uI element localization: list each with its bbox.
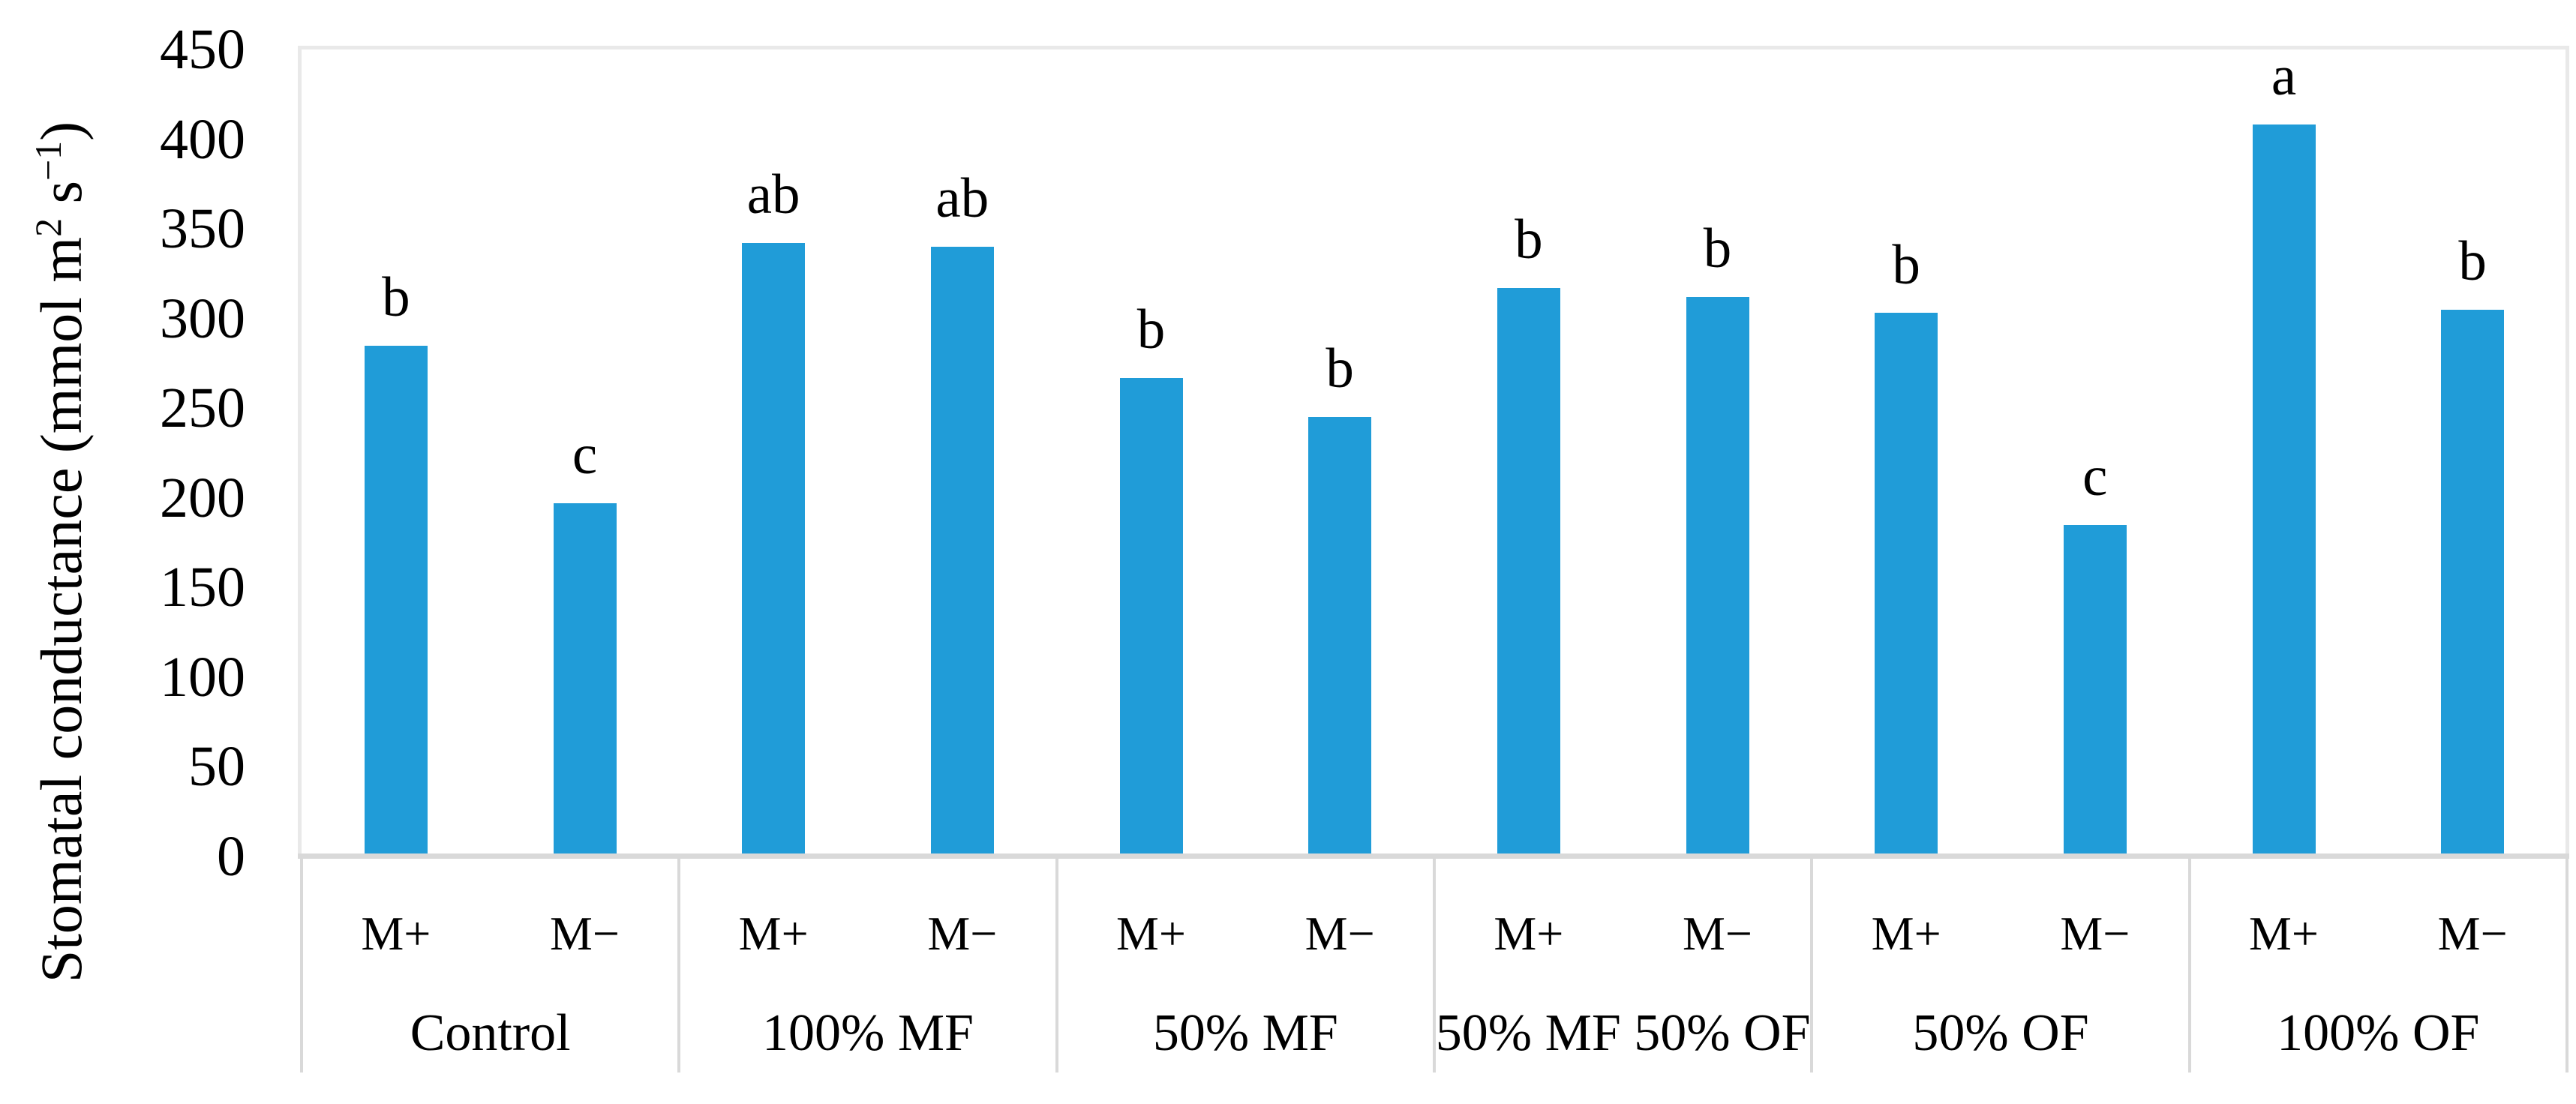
bar	[2063, 524, 2127, 856]
bar	[2252, 124, 2316, 856]
category-label: M+	[738, 907, 809, 960]
group-separator	[2187, 859, 2191, 1072]
significance-letter: b	[2458, 230, 2487, 292]
significance-letter: b	[1136, 298, 1166, 361]
significance-letter: b	[1703, 217, 1732, 280]
significance-letter: b	[1892, 233, 1920, 296]
y-axis-tick-label: 300	[160, 286, 245, 350]
group-label: Control	[410, 1004, 571, 1062]
y-axis-tick-label: 150	[160, 556, 245, 620]
category-label: M+	[1116, 907, 1186, 960]
group-label: 50% MF 50% OF	[1435, 1004, 1811, 1062]
significance-letter: a	[2271, 45, 2297, 108]
category-label: M−	[2060, 907, 2130, 960]
plot-area	[298, 46, 2569, 856]
y-axis-tick-label: 50	[188, 735, 245, 799]
group-separator	[1810, 859, 1814, 1072]
category-label: M+	[1494, 907, 1564, 960]
category-label: M−	[550, 907, 620, 960]
y-axis-tick-label: 0	[217, 825, 245, 888]
group-separator	[1055, 859, 1058, 1072]
group-label: 50% MF	[1152, 1004, 1338, 1062]
y-axis-tick-label: 400	[160, 107, 245, 171]
category-label: M−	[927, 907, 998, 960]
category-label: M−	[1683, 907, 1752, 960]
significance-letter: b	[1326, 338, 1354, 400]
bar	[930, 247, 994, 856]
bar	[1686, 296, 1749, 856]
category-label: M+	[2249, 907, 2319, 960]
x-axis-line	[298, 854, 2569, 859]
significance-letter: b	[1515, 208, 1543, 272]
significance-letter: c	[572, 423, 598, 486]
category-label: M+	[1871, 907, 1941, 960]
bar	[742, 243, 806, 856]
bar	[364, 345, 428, 856]
bar	[1119, 377, 1183, 856]
significance-letter: c	[2082, 445, 2108, 508]
bar	[1497, 288, 1560, 856]
category-label: M−	[2437, 907, 2508, 960]
category-label: M+	[361, 907, 431, 960]
group-label: 50% OF	[1912, 1004, 2089, 1062]
significance-letter: ab	[935, 167, 989, 230]
y-axis-tick-label: 350	[160, 197, 245, 261]
bar	[1308, 417, 1372, 856]
y-axis-tick-label: 200	[160, 466, 245, 530]
group-separator	[1433, 859, 1436, 1072]
significance-letter: b	[382, 266, 410, 328]
significance-letter: ab	[746, 164, 800, 226]
y-axis-tick-label: 100	[160, 645, 245, 709]
bar	[1875, 313, 1938, 856]
group-separator	[300, 859, 303, 1072]
bar	[2441, 309, 2505, 856]
group-separator	[677, 859, 681, 1072]
group-label: 100% MF	[762, 1004, 974, 1062]
bar	[553, 502, 617, 856]
group-label: 100% OF	[2277, 1004, 2480, 1062]
category-label: M−	[1305, 907, 1375, 960]
y-axis-tick-label: 250	[160, 376, 245, 440]
y-axis-tick-label: 450	[160, 18, 245, 81]
group-separator	[2565, 859, 2568, 1072]
